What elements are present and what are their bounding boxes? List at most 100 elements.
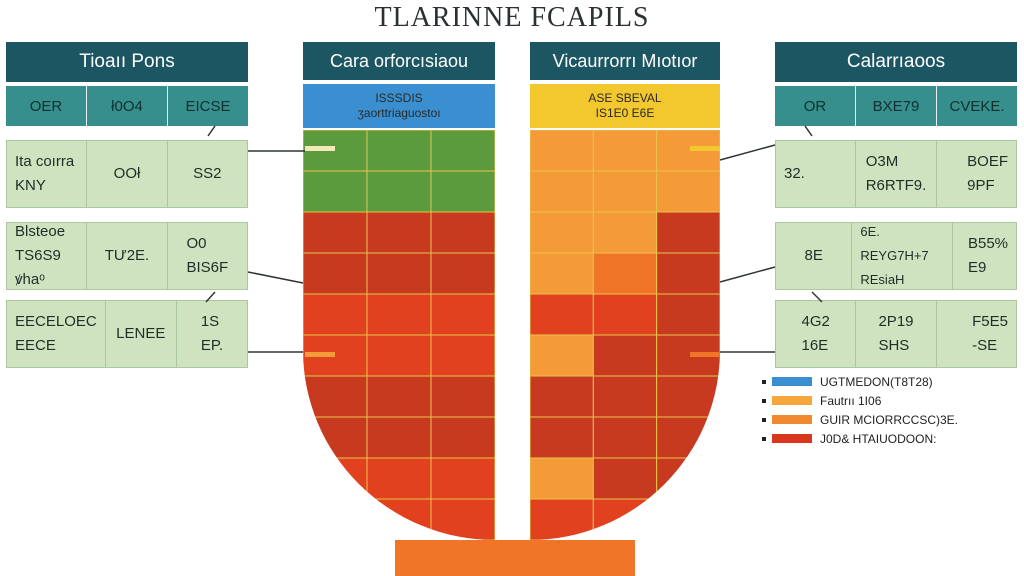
right-row-2-text-3: B55% E9	[967, 235, 1008, 276]
heatmap-cell	[303, 498, 368, 540]
legend-label-2: Fautrıı 1I06	[820, 393, 882, 408]
heatmap-cell	[656, 375, 720, 418]
right-row-3-text-1: 4G2 16E	[801, 313, 830, 354]
right-row-2: 8E 6E. REYG7H+7 REsiaH B55% E9	[775, 222, 1017, 290]
heatmap-cell	[430, 416, 495, 459]
center-left-sublabel: ISSSDIS ʒaorttriaguostoı	[303, 84, 495, 128]
heatmap-cell	[656, 170, 720, 213]
connector-right-1	[719, 144, 776, 161]
heatmap-cell	[592, 211, 658, 254]
left-row-1-col-3: SS2	[168, 141, 247, 207]
center-right-header: Vicaurrorrı Mıotıor	[530, 42, 720, 80]
left-row-2-col-3: O0 BIS6F	[168, 223, 247, 289]
left-panel-header: Tioaıı Pons	[6, 42, 248, 82]
heatmap-cell	[592, 252, 658, 295]
heatmap-cell	[530, 375, 594, 418]
heatmap-cell	[366, 293, 432, 336]
heatmap-cell	[303, 170, 368, 213]
heatmap-cell	[530, 293, 594, 336]
connector-right-2	[719, 266, 776, 283]
heatmap-cell	[592, 170, 658, 213]
left-table-panel: Tioaıı Pons OER ł0O4 EICSE Ita coırra KN…	[6, 42, 248, 368]
right-row-2-col-3: B55% E9	[953, 223, 1017, 289]
right-row-1-text-2: O3M R6RTF9.	[865, 153, 927, 194]
left-subheader-3: EICSE	[168, 86, 248, 126]
right-panel-header: Calarrıaoos	[775, 42, 1017, 82]
legend-label-1: UGTMEDON(T8T28)	[820, 374, 933, 389]
center-left-sublabel-2: ʒaorttriaguostoı	[357, 106, 441, 120]
heatmap-cell	[530, 211, 594, 254]
left-subheader-2: ł0O4	[87, 86, 168, 126]
heatmap-cell	[430, 293, 495, 336]
heatmap-cell	[366, 375, 432, 418]
heatmap-cell	[430, 170, 495, 213]
heatmap-cell	[366, 334, 432, 377]
left-row-1-text-3: SS2	[193, 165, 222, 182]
heatmap-cell	[366, 498, 432, 540]
heatmap-cell	[430, 252, 495, 295]
left-row-1-col-1: Ita coırra KNY	[7, 141, 88, 207]
heatmap-cell	[530, 457, 594, 500]
heatmap-cell	[530, 170, 594, 213]
legend-bullet-icon	[762, 436, 766, 441]
left-row-2-col-2: TƯ2E.	[87, 223, 168, 289]
heatmap-cell	[430, 457, 495, 500]
left-row-2: Blsteoe TS6S9 ꝟhaᵒ TƯ2E. O0 BIS6F	[6, 222, 248, 290]
heatmap-cell	[430, 130, 495, 172]
right-row-2-text-1: 8E	[804, 247, 823, 264]
legend-item-2: Fautrıı 1I06	[762, 391, 958, 410]
heatmap-cell	[530, 252, 594, 295]
heatmap-cell	[366, 416, 432, 459]
heatmap-cell	[656, 211, 720, 254]
legend-bullet-icon	[762, 398, 766, 403]
right-row-1-col-3: BOEF 9PF	[937, 141, 1016, 207]
heatmap-cell	[592, 293, 658, 336]
heatmap-cell	[366, 457, 432, 500]
heatmap-right-svg	[530, 130, 720, 540]
heatmap-cell	[656, 252, 720, 295]
right-row-3-text-2: 2P19 SHS	[878, 313, 914, 354]
left-row-1-text-2: OOł	[113, 165, 141, 182]
left-row-2-col-1: Blsteoe TS6S9 ꝟhaᵒ	[7, 223, 88, 289]
left-row-2-text-3: O0 BIS6F	[186, 235, 229, 276]
left-subheader-1: OER	[6, 86, 87, 126]
left-panel-subheader: OER ł0O4 EICSE	[6, 86, 248, 126]
heatmap-cell	[592, 375, 658, 418]
left-row-3-col-2: LENEE	[106, 301, 177, 367]
legend-bullet-icon	[762, 379, 766, 384]
right-row-3-col-1: 4G2 16E	[776, 301, 857, 367]
legend: UGTMEDON(T8T28) Fautrıı 1I06 GUIR MCIORR…	[762, 372, 958, 448]
right-row-1-text-1: 32.	[784, 165, 805, 182]
legend-swatch-3	[772, 415, 812, 424]
right-row-3-col-2: 2P19 SHS	[856, 301, 937, 367]
heatmap-cell	[530, 498, 594, 540]
left-row-1-col-2: OOł	[87, 141, 168, 207]
right-row-1: 32. O3M R6RTF9. BOEF 9PF	[775, 140, 1017, 208]
right-row-2-col-1: 8E	[776, 223, 853, 289]
heatmap-cell	[656, 416, 720, 459]
heatmap-cell	[656, 457, 720, 500]
right-subheader-2: BXE79	[856, 86, 937, 126]
right-row-1-text-3: BOEF 9PF	[967, 153, 1008, 194]
heatmap-cell	[656, 498, 720, 540]
heatmap-cell	[303, 211, 368, 254]
heatmap-cell	[430, 211, 495, 254]
left-row-2-text-2: TƯ2E.	[104, 247, 150, 264]
legend-label-4: J0D& HTAIUODOON:	[820, 431, 937, 446]
legend-item-3: GUIR MCIORRCCSC)3E.	[762, 410, 958, 429]
legend-item-1: UGTMEDON(T8T28)	[762, 372, 958, 391]
heatmap-cell	[303, 457, 368, 500]
left-row-2-text-1: Blsteoe TS6S9 ꝟhaᵒ	[15, 223, 66, 288]
heatmap-cell	[366, 130, 432, 172]
heatmap-cell	[366, 170, 432, 213]
right-row-3-text-3: F5E5 -SE	[972, 313, 1008, 354]
heatmap-cell	[592, 416, 658, 459]
center-right-sublabel: ASE SBEVAL IS1E0 E6E	[530, 84, 720, 128]
heatmap-cell	[366, 211, 432, 254]
heatmap-cell	[430, 334, 495, 377]
left-row-1: Ita coırra KNY OOł SS2	[6, 140, 248, 208]
heatmap-left-column	[303, 130, 495, 540]
heatmap-cell	[303, 130, 368, 172]
heatmap-cell	[592, 498, 658, 540]
right-panel-subheader: OR BXE79 CVEKE.	[775, 86, 1017, 126]
